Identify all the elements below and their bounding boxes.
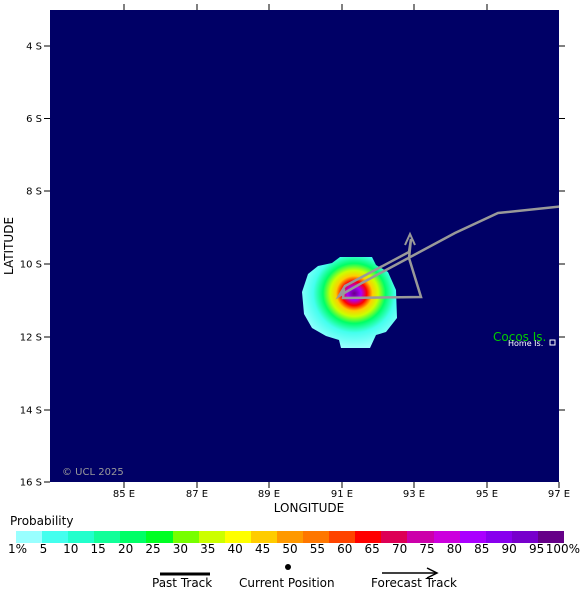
legend-label: 20 [117, 542, 134, 556]
legend-label: 10 [63, 542, 79, 556]
legend-swatch [68, 531, 95, 543]
legend-label: 30 [172, 542, 189, 556]
legend-labels: 1% 5 10 15 20 25 30 35 40 45 50 55 60 65 70 75 80 85 90 95 1… [8, 542, 580, 558]
forecast-track-label: Forecast Track [371, 576, 457, 590]
legend-label: 75 [419, 542, 435, 556]
legend-swatch [407, 531, 434, 543]
lat-label-14s: 14 S [20, 406, 42, 417]
x-axis-title: LONGITUDE [274, 501, 344, 512]
legend-swatch [94, 531, 121, 543]
legend-swatch [16, 531, 43, 543]
strike-probability-map: 4 S 6 S 8 S 10 S 12 S 14 S 16 S 85 E 87 … [2, 4, 570, 512]
legend-swatch [329, 531, 356, 543]
legend-swatch [276, 531, 304, 543]
place-label-cocos: Cocos Is. [493, 330, 546, 344]
lat-label-8s: 8 S [26, 187, 42, 198]
legend-label: 90 [501, 542, 517, 556]
legend-label: 85 [474, 542, 490, 556]
legend-swatch [459, 531, 486, 543]
lon-label-87e: 87 E [186, 489, 208, 500]
y-axis-title: LATITUDE [2, 217, 16, 275]
forecast-track-line [335, 205, 559, 300]
legend-label: 55 [309, 542, 326, 556]
past-track-symbol [160, 572, 210, 576]
longitude-ticks [123, 4, 560, 488]
lat-label-10s: 10 S [20, 260, 42, 271]
forecast-track-arrow-icon [382, 567, 439, 579]
lon-label-85e: 85 E [113, 489, 135, 500]
legend-swatch [381, 531, 408, 543]
legend-label: 50 [282, 542, 298, 556]
lat-label-6s: 6 S [26, 114, 42, 125]
legend-swatch [172, 531, 199, 543]
legend-swatch [485, 531, 512, 543]
legend: Probability 1% 5 10 15 20 25 30 35 40 45 50 55 60 65 7… [8, 514, 580, 602]
lon-label-97e: 97 E [548, 489, 570, 500]
legend-label: 45 [254, 542, 271, 556]
island-marker [549, 339, 556, 346]
legend-swatch [146, 531, 173, 543]
legend-label: 95 [528, 542, 545, 556]
legend-label: 5 [39, 542, 48, 556]
lon-label-89e: 89 E [258, 489, 280, 500]
legend-title: Probability [10, 514, 74, 528]
legend-swatch [42, 531, 69, 543]
legend-swatch [511, 531, 538, 543]
legend-label: 25 [145, 542, 161, 556]
legend-label: 65 [364, 542, 380, 556]
legend-label: 40 [227, 542, 243, 556]
place-label-home: Home Is. [508, 339, 543, 348]
legend-swatch [355, 531, 382, 543]
legend-label: 60 [337, 542, 353, 556]
legend-swatch [120, 531, 147, 543]
legend-swatch [198, 531, 225, 543]
forecast-arrowhead-icon [404, 231, 416, 246]
legend-label: 15 [90, 542, 106, 556]
copyright-text: © UCL 2025 [62, 467, 124, 478]
lat-label-4s: 4 S [26, 42, 42, 53]
strike-probability-area [302, 257, 397, 348]
legend-swatch [250, 531, 277, 543]
lon-label-95e: 95 E [476, 489, 498, 500]
ocean-background [50, 10, 559, 482]
legend-color-bar [16, 531, 564, 543]
legend-label: 1% [8, 542, 28, 556]
legend-swatch [537, 531, 564, 543]
past-track-label: Past Track [152, 576, 213, 590]
lon-label-93e: 93 E [403, 489, 425, 500]
legend-swatch [224, 531, 251, 543]
legend-swatch [303, 531, 330, 543]
latitude-ticks [44, 45, 565, 483]
current-position-label: Current Position [239, 576, 335, 590]
legend-label: 100% [545, 542, 580, 556]
legend-label: 35 [200, 542, 216, 556]
current-position-dot-icon [285, 564, 291, 570]
lat-label-16s: 16 S [20, 478, 42, 489]
legend-swatch [433, 531, 460, 543]
legend-label: 70 [391, 542, 408, 556]
legend-label: 80 [446, 542, 463, 556]
lon-label-91e: 91 E [331, 489, 353, 500]
lat-label-12s: 12 S [20, 333, 42, 344]
